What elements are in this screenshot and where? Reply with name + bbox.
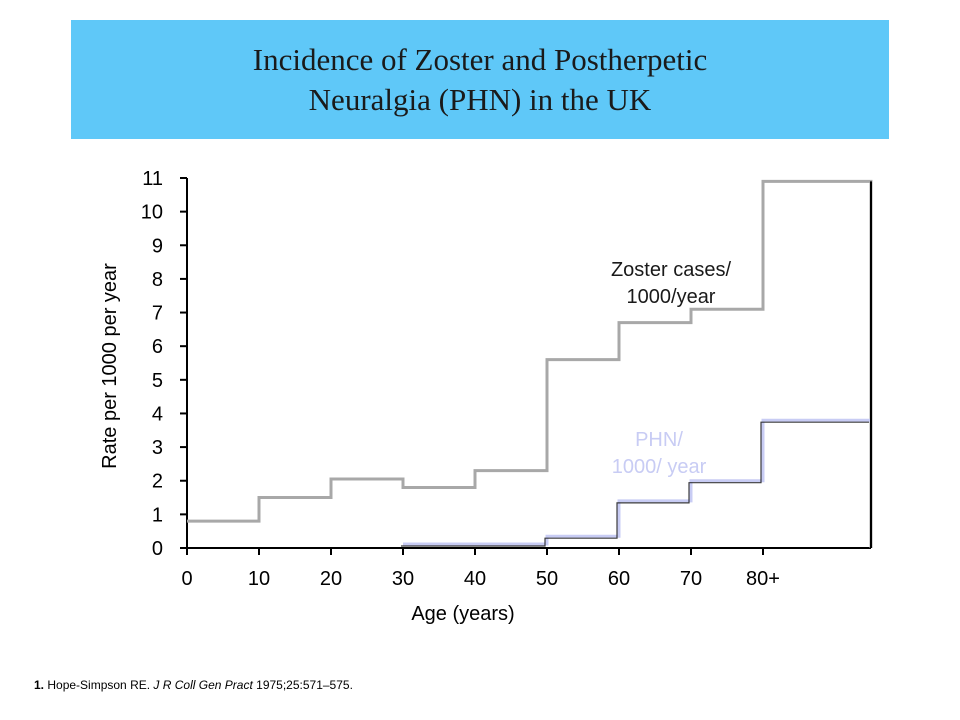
footnote-citation: 1975;25:571–575.: [256, 678, 353, 692]
series-label: PHN/: [635, 429, 683, 451]
y-tick-label: 1: [152, 504, 163, 526]
y-tick-label: 0: [152, 538, 163, 560]
y-tick-label: 6: [152, 336, 163, 358]
series-line: [187, 179, 873, 548]
y-tick-label: 2: [152, 471, 163, 493]
x-tick-label: 40: [464, 568, 486, 590]
footnote: 1. Hope-Simpson RE. J R Coll Gen Pract 1…: [34, 678, 353, 692]
x-tick-label: 10: [248, 568, 270, 590]
series-label: 1000/year: [627, 286, 716, 308]
step-chart: 0 1 2 3 4 5 6 7 8 9 10 11 0 10 20 30 40 50 60 70 80+ Age (yea…: [99, 168, 873, 625]
x-tick-label: 50: [536, 568, 558, 590]
y-tick-label: 3: [152, 437, 163, 459]
y-axis-title: Rate per 1000 per year: [99, 263, 121, 469]
chart-axes: 0 1 2 3 4 5 6 7 8 9 10 11 0 10 20 30 40 50 60 70 80+ Age (yea…: [99, 168, 871, 625]
series-line-shadow: [401, 421, 869, 547]
x-tick-label: 80+: [746, 568, 780, 590]
x-axis-title: Age (years): [411, 603, 514, 625]
series-line: [403, 418, 871, 546]
footnote-journal: J R Coll Gen Pract: [153, 678, 253, 692]
y-tick-label: 10: [141, 202, 163, 224]
chart-title-line-1: Incidence of Zoster and Postherpetic: [252, 41, 708, 77]
chart-series: [187, 179, 873, 548]
x-tick-label: 70: [680, 568, 702, 590]
footnote-author: Hope-Simpson RE.: [47, 678, 151, 692]
y-tick-label: 7: [152, 303, 163, 325]
x-tick-label: 60: [608, 568, 630, 590]
footnote-number: 1.: [34, 678, 45, 692]
series-label: 1000/ year: [612, 456, 707, 478]
y-tick-label: 8: [152, 269, 163, 291]
y-tick-label: 11: [142, 168, 163, 190]
y-tick-label: 5: [152, 370, 163, 392]
x-tick-label: 20: [320, 568, 342, 590]
x-tick-label: 30: [392, 568, 414, 590]
series-label: Zoster cases/: [611, 259, 731, 281]
chart-title-line-2: Neuralgia (PHN) in the UK: [308, 81, 652, 117]
title-banner: Incidence of Zoster and Postherpetic Neu…: [71, 20, 889, 139]
y-tick-label: 9: [152, 235, 163, 257]
y-tick-label: 4: [152, 403, 163, 425]
x-tick-label: 0: [181, 568, 192, 590]
chart-labels: Zoster cases/1000/year PHN/1000/ year: [611, 259, 731, 478]
